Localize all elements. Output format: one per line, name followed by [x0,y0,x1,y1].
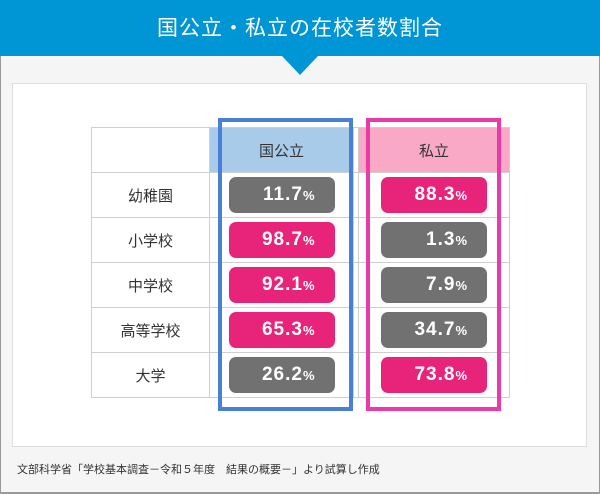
private-value: 34.7 [414,319,456,340]
source-note: 文部科学省「学校基本調査－令和５年度 結果の概要－」より試算し作成 [17,463,380,476]
private-cell: 73.8% [358,352,510,398]
percent-unit: % [455,368,467,383]
private-value-pill: 73.8% [381,357,487,393]
private-value: 7.9 [426,274,456,295]
percent-unit: % [302,278,315,293]
public-value: 26.2 [261,364,303,385]
private-cell: 1.3% [358,217,510,263]
table-row: 小学校 98.7% 1.3% [91,217,510,263]
table-row: 高等学校 65.3% 34.7% [91,307,510,353]
public-value-pill: 92.1% [228,267,335,303]
percent-unit: % [455,323,467,338]
private-value-pill: 7.9% [381,267,487,303]
public-value-pill: 65.3% [228,312,335,348]
private-cell: 34.7% [358,307,510,353]
public-value: 92.1 [261,274,303,295]
public-cell: 65.3% [209,307,354,353]
title-banner: 国公立・私立の在校者数割合 [0,0,600,56]
header-public: 国公立 [209,127,354,173]
private-cell: 88.3% [358,172,510,218]
public-value-pill: 98.7% [228,222,335,258]
private-value-pill: 34.7% [381,312,487,348]
row-label: 中学校 [91,262,210,308]
percent-unit: % [455,278,467,293]
public-cell: 26.2% [209,352,354,398]
private-value: 1.3 [426,229,456,250]
percent-unit: % [302,233,315,248]
private-value-pill: 1.3% [381,222,487,258]
private-value: 88.3 [414,184,456,205]
percent-unit: % [455,233,467,248]
percent-unit: % [455,188,467,203]
row-label: 高等学校 [91,307,210,353]
private-value: 73.8 [414,364,456,385]
table-row: 中学校 92.1% 7.9% [91,262,510,308]
row-label: 幼稚園 [91,172,210,218]
percent-unit: % [302,368,315,383]
public-value: 11.7 [263,184,303,205]
public-value: 98.7 [261,229,303,250]
ratio-table: 国公立 私立 幼稚園 11.7% 88.3% 小学校 98.7% 1.3% 中学… [91,127,510,398]
percent-unit: % [302,323,315,338]
public-value: 65.3 [261,319,303,340]
table-row: 大学 26.2% 73.8% [91,352,510,398]
row-label: 小学校 [91,217,210,263]
table-header-row: 国公立 私立 [91,127,510,173]
private-value-pill: 88.3% [381,177,487,213]
header-private: 私立 [358,127,510,173]
page-title: 国公立・私立の在校者数割合 [157,16,443,40]
public-cell: 98.7% [209,217,354,263]
row-label: 大学 [91,352,210,398]
public-value-pill: 26.2% [228,357,335,393]
private-cell: 7.9% [358,262,510,308]
public-cell: 11.7% [209,172,354,218]
table-row: 幼稚園 11.7% 88.3% [91,172,510,218]
percent-unit: % [302,188,315,203]
public-value-pill: 11.7% [228,177,335,213]
public-cell: 92.1% [209,262,354,308]
banner-pointer [282,56,318,75]
header-empty [91,127,210,173]
